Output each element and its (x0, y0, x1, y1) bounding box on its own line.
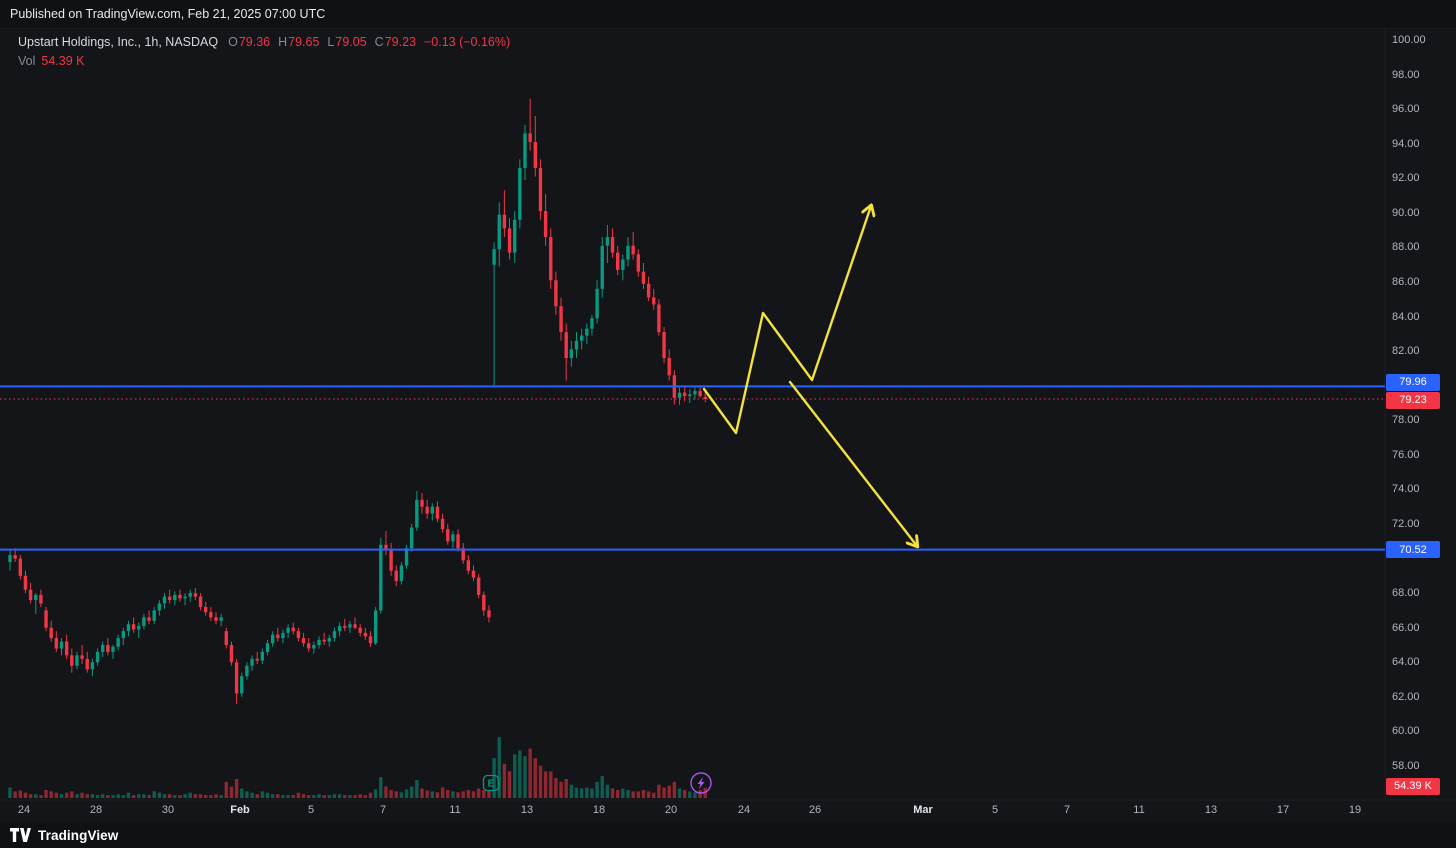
time-axis-label: 13 (1204, 804, 1218, 816)
price-axis-label: 78.00 (1392, 414, 1420, 427)
ohlc-low: L 79.05 (327, 34, 366, 50)
price-badge: 79.23 (1386, 391, 1440, 409)
time-axis-label: 28 (89, 804, 103, 816)
price-badge: 79.96 (1386, 373, 1440, 391)
volume-label: Vol (18, 54, 36, 68)
price-axis-label: 96.00 (1392, 103, 1420, 116)
ohlc-l-label: L (327, 35, 335, 49)
price-axis-label: 62.00 (1392, 690, 1420, 703)
price-axis-label: 66.00 (1392, 621, 1420, 634)
price-axis[interactable]: 100.00 98.00 96.00 94.00 92.00 90.00 88.00 86.0… (1385, 0, 1456, 848)
ohlc-c-value: 79.23 (384, 35, 416, 49)
time-axis-label: 11 (1133, 804, 1145, 816)
time-axis-label: 24 (17, 804, 31, 816)
price-badge: 70.52 (1386, 541, 1440, 559)
price-axis-label: 92.00 (1392, 172, 1420, 185)
time-axis-label: 19 (1348, 804, 1362, 816)
price-axis-label: 86.00 (1392, 275, 1420, 288)
ohlc-c-label: C (374, 35, 384, 49)
price-axis-label: 68.00 (1392, 587, 1420, 600)
price-axis-label: 84.00 (1392, 310, 1420, 323)
time-axis-label: 18 (592, 804, 606, 816)
footer-brand[interactable]: TradingView (38, 827, 119, 843)
time-axis-label: 5 (307, 804, 315, 816)
time-axis-label: 20 (664, 804, 678, 816)
time-axis[interactable]: 24 28 30 Feb 5 7 11 13 18 20 24 26 Mar 5 7 11 13 17 19 (0, 800, 1385, 828)
change-value: −0.13 (−0.16%) (423, 35, 511, 49)
tradingview-logo-icon[interactable] (10, 828, 31, 842)
time-axis-label: 17 (1276, 804, 1290, 816)
ohlc-h-label: H (278, 35, 288, 49)
price-axis-label: 82.00 (1392, 345, 1420, 358)
price-axis-label: 90.00 (1392, 206, 1420, 219)
ohlc-o-value: 79.36 (238, 35, 271, 49)
ohlc-l-value: 79.05 (335, 35, 367, 49)
ohlc-h-value: 79.65 (288, 35, 320, 49)
time-axis-label: 7 (379, 804, 387, 816)
price-axis-label: 76.00 (1392, 448, 1420, 461)
price-axis-label: 88.00 (1392, 241, 1420, 254)
chart-header: Upstart Holdings, Inc., 1h, NASDAQ O 79.3… (18, 34, 510, 69)
price-axis-label: 60.00 (1392, 725, 1420, 738)
ohlc-close: C 79.23 (375, 34, 416, 50)
svg-text:E: E (488, 779, 495, 790)
footer: TradingView (0, 822, 1456, 848)
price-axis-label: 72.00 (1392, 517, 1420, 530)
time-axis-label: Feb (230, 804, 250, 816)
time-axis-label: 7 (1063, 804, 1071, 816)
price-axis-label: 100.00 (1392, 34, 1426, 46)
time-axis-label: 26 (808, 804, 822, 816)
time-axis-label: 5 (991, 804, 999, 816)
ohlc-open: O 79.36 (228, 34, 270, 50)
time-axis-label: 11 (449, 804, 461, 816)
publish-bar: Published on TradingView.com, Feb 21, 20… (0, 0, 1456, 29)
price-axis-label: 58.00 (1392, 759, 1420, 772)
time-axis-label: 13 (520, 804, 534, 816)
symbol-title[interactable]: Upstart Holdings, Inc., 1h, NASDAQ (18, 35, 219, 49)
price-badge: 54.39 K (1386, 777, 1440, 795)
price-axis-label: 98.00 (1392, 68, 1420, 81)
time-axis-label: 24 (737, 804, 751, 816)
time-axis-label: 30 (161, 804, 175, 816)
price-axis-label: 74.00 (1392, 483, 1420, 496)
price-axis-label: 64.00 (1392, 656, 1420, 669)
ohlc-high: H 79.65 (278, 34, 319, 50)
time-axis-label: Mar (913, 804, 933, 816)
price-axis-label: 94.00 (1392, 137, 1420, 150)
publish-text: Published on TradingView.com, Feb 21, 20… (10, 7, 326, 21)
volume-value: 54.39 K (41, 54, 85, 68)
ohlc-o-label: O (228, 35, 238, 49)
